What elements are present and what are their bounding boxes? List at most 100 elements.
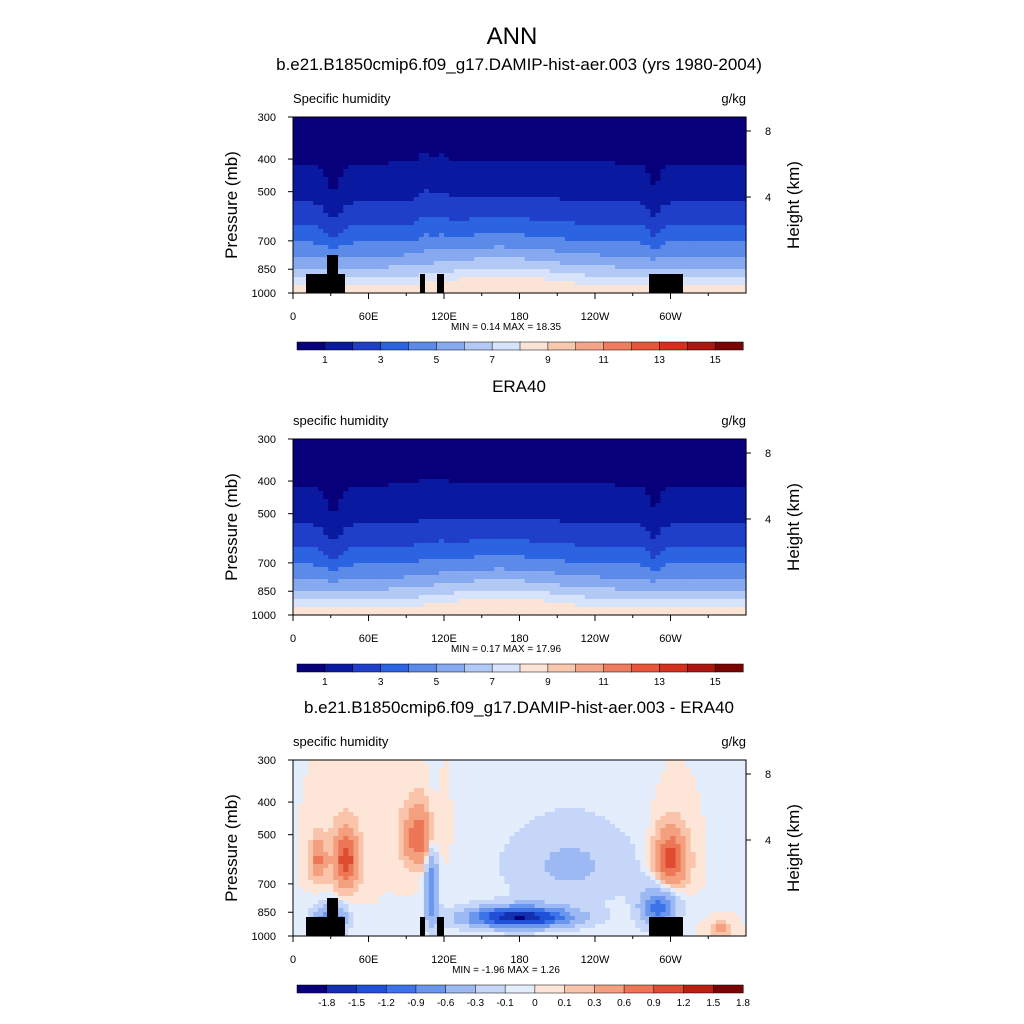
contour-cell bbox=[383, 141, 390, 146]
contour-cell bbox=[469, 439, 475, 444]
contour-cell bbox=[293, 273, 299, 278]
contour-cell bbox=[519, 121, 526, 126]
contour-cell bbox=[690, 237, 697, 242]
contour-cell bbox=[650, 117, 656, 122]
contour-cell bbox=[438, 161, 445, 166]
contour-cell bbox=[710, 189, 717, 194]
contour-cell bbox=[363, 479, 370, 484]
contour-cell bbox=[589, 209, 596, 214]
contour-cell bbox=[625, 133, 631, 138]
contour-cell bbox=[640, 241, 646, 246]
contour-cell bbox=[735, 265, 742, 270]
contour-cell bbox=[635, 125, 641, 130]
contour-cell bbox=[554, 463, 561, 468]
contour-cell bbox=[378, 121, 385, 126]
contour-cell bbox=[620, 471, 626, 476]
contour-cell bbox=[675, 177, 682, 182]
contour-cell bbox=[735, 225, 742, 230]
contour-cell bbox=[504, 245, 511, 250]
contour-cell bbox=[494, 117, 500, 122]
contour-cell bbox=[625, 281, 631, 286]
contour-cell bbox=[333, 241, 339, 246]
contour-cell bbox=[690, 217, 697, 222]
contour-cell bbox=[695, 281, 702, 286]
contour-cell bbox=[600, 165, 606, 170]
contour-cell bbox=[343, 463, 349, 468]
contour-cell bbox=[730, 157, 737, 162]
contour-cell bbox=[705, 213, 712, 218]
contour-cell bbox=[710, 269, 717, 274]
contour-cell bbox=[313, 467, 319, 472]
contour-cell bbox=[595, 197, 601, 202]
contour-cell bbox=[509, 205, 516, 210]
contour-cell bbox=[313, 257, 319, 262]
contour-cell bbox=[630, 249, 636, 254]
contour-cell bbox=[740, 289, 747, 294]
y-tick-label: 1000 bbox=[252, 288, 276, 300]
contour-cell bbox=[328, 137, 334, 142]
contour-cell bbox=[378, 463, 385, 468]
contour-cell bbox=[740, 173, 747, 178]
contour-cell bbox=[438, 265, 445, 270]
contour-cell bbox=[464, 161, 470, 166]
contour-cell bbox=[665, 161, 672, 166]
contour-cell bbox=[600, 149, 606, 154]
contour-cell bbox=[368, 137, 375, 142]
contour-cell bbox=[449, 177, 455, 182]
contour-cell bbox=[303, 185, 309, 190]
contour-cell bbox=[725, 153, 732, 158]
contour-cell bbox=[368, 459, 375, 464]
contour-cell bbox=[539, 285, 546, 290]
contour-cell bbox=[700, 173, 707, 178]
contour-cell bbox=[705, 285, 712, 290]
contour-cell bbox=[740, 133, 747, 138]
contour-cell bbox=[449, 245, 455, 250]
contour-cell bbox=[579, 253, 586, 258]
contour-cell bbox=[534, 185, 541, 190]
contour-cell bbox=[388, 141, 395, 146]
contour-cell bbox=[494, 149, 500, 154]
contour-cell bbox=[423, 455, 430, 460]
contour-cell bbox=[408, 173, 415, 178]
contour-cell bbox=[484, 265, 490, 270]
contour-cell bbox=[323, 265, 329, 270]
contour-cell bbox=[675, 125, 682, 130]
contour-cell bbox=[444, 205, 450, 210]
contour-cell bbox=[318, 153, 324, 158]
contour-cell bbox=[630, 229, 636, 234]
contour-cell bbox=[584, 265, 591, 270]
contour-cell bbox=[635, 459, 641, 464]
contour-cell bbox=[484, 257, 490, 262]
contour-cell bbox=[685, 439, 692, 444]
contour-cell bbox=[343, 193, 349, 198]
contour-cell bbox=[393, 157, 400, 162]
contour-cell bbox=[469, 197, 475, 202]
contour-cell bbox=[675, 197, 682, 202]
contour-cell bbox=[610, 265, 616, 270]
contour-cell bbox=[358, 169, 365, 174]
contour-cell bbox=[534, 209, 541, 214]
contour-cell bbox=[660, 117, 667, 122]
contour-cell bbox=[504, 233, 511, 238]
contour-cell bbox=[398, 253, 405, 258]
contour-cell bbox=[549, 145, 556, 150]
contour-cell bbox=[333, 197, 339, 202]
contour-cell bbox=[444, 189, 450, 194]
contour-cell bbox=[670, 217, 677, 222]
contour-cell bbox=[605, 193, 611, 198]
contour-cell bbox=[423, 149, 430, 154]
contour-cell bbox=[388, 459, 395, 464]
contour-cell bbox=[595, 265, 601, 270]
contour-cell bbox=[645, 153, 651, 158]
contour-cell bbox=[373, 185, 380, 190]
contour-cell bbox=[454, 459, 460, 464]
contour-cell bbox=[725, 241, 732, 246]
contour-cell bbox=[620, 201, 626, 206]
contour-cell bbox=[534, 121, 541, 126]
contour-cell bbox=[403, 185, 410, 190]
contour-cell bbox=[579, 125, 586, 130]
contour-cell bbox=[413, 253, 420, 258]
contour-cell bbox=[318, 237, 324, 242]
contour-cell bbox=[343, 185, 349, 190]
contour-cell bbox=[670, 153, 677, 158]
